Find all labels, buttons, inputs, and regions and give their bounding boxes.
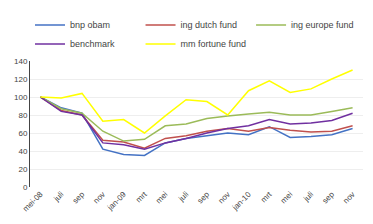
svg-text:mm fortune fund: mm fortune fund xyxy=(181,39,247,49)
svg-text:mei: mei xyxy=(279,190,295,206)
svg-text:20: 20 xyxy=(18,165,27,174)
svg-text:nov: nov xyxy=(92,190,107,205)
svg-text:80: 80 xyxy=(18,111,27,120)
svg-text:100: 100 xyxy=(14,93,28,102)
svg-text:juli: juli xyxy=(301,190,315,204)
svg-text:bnp obam: bnp obam xyxy=(70,20,110,30)
svg-text:nov: nov xyxy=(341,190,356,205)
svg-text:mrt: mrt xyxy=(134,189,149,204)
svg-text:120: 120 xyxy=(14,75,28,84)
svg-text:juli: juli xyxy=(176,190,190,204)
svg-text:40: 40 xyxy=(18,147,27,156)
svg-text:60: 60 xyxy=(18,129,27,138)
svg-text:jan-10: jan-10 xyxy=(230,189,253,212)
svg-text:jan-09: jan-09 xyxy=(105,189,128,212)
svg-text:nov: nov xyxy=(216,190,231,205)
svg-text:mei-08: mei-08 xyxy=(21,189,45,213)
svg-text:0: 0 xyxy=(23,183,28,192)
svg-text:mei: mei xyxy=(154,190,170,206)
svg-text:ing europe fund: ing europe fund xyxy=(291,20,354,30)
svg-text:sep: sep xyxy=(196,189,212,205)
svg-text:140: 140 xyxy=(14,57,28,66)
svg-text:ing dutch fund: ing dutch fund xyxy=(181,20,238,30)
svg-text:mrt: mrt xyxy=(259,189,274,204)
svg-text:sep: sep xyxy=(71,189,87,205)
svg-text:juli: juli xyxy=(51,190,65,204)
svg-text:sep: sep xyxy=(321,189,337,205)
svg-text:benchmark: benchmark xyxy=(70,39,115,49)
